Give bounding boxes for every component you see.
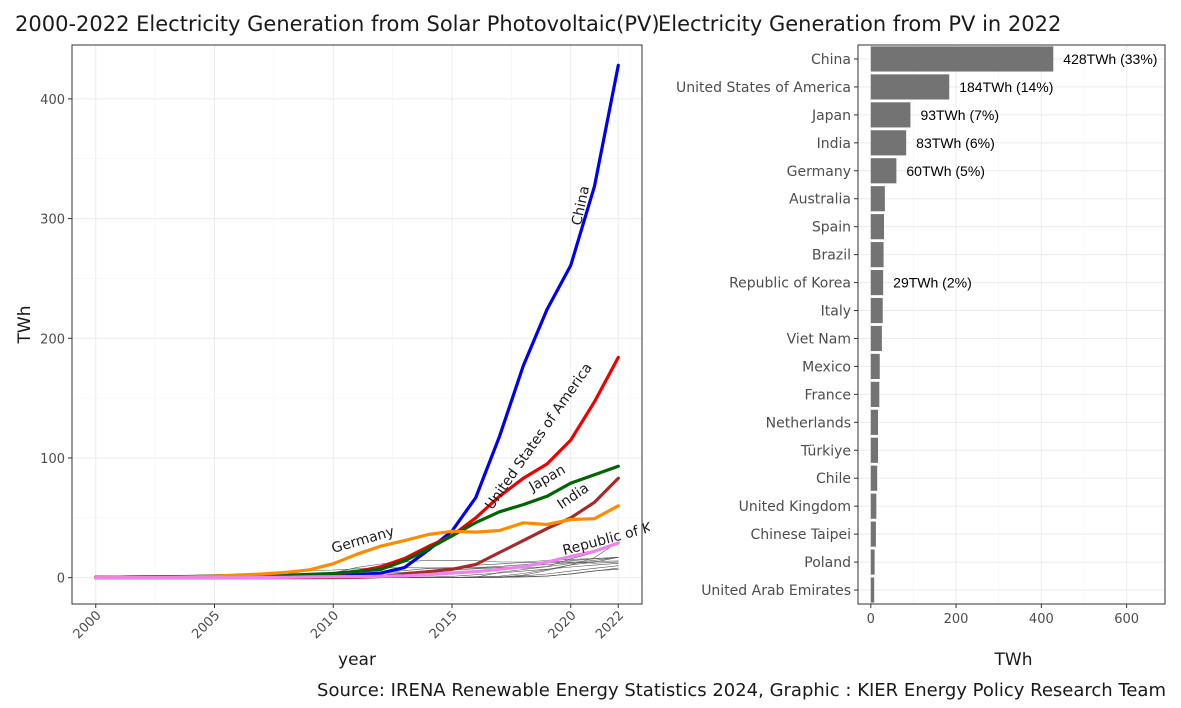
data-label-japan: 93TWh (7%) [920, 107, 999, 123]
y-tick-label: 200 [40, 332, 65, 347]
data-label-republic-of-korea: 29TWh (2%) [893, 275, 972, 291]
category-label-united-arab-emirates: United Arab Emirates [701, 583, 851, 599]
x-axis-title: year [338, 650, 376, 670]
category-label-france: France [804, 387, 851, 403]
x-tick-label: 200 [944, 612, 969, 627]
bar-germany [870, 158, 897, 184]
line-chart-title: 2000-2022 Electricity Generation from So… [15, 12, 660, 36]
bar-france [870, 381, 880, 407]
line-plot-panel [72, 45, 642, 604]
category-label-chinese-taipei: Chinese Taipei [751, 527, 851, 543]
bar-plot-panel [858, 45, 1165, 604]
bar-australia [870, 186, 885, 212]
y-tick-label: 100 [40, 452, 65, 467]
data-label-china: 428TWh (33%) [1063, 51, 1157, 67]
bar-viet-nam [870, 325, 882, 352]
category-label-mexico: Mexico [802, 359, 851, 375]
bar-spain [870, 214, 885, 240]
bar-italy [870, 297, 883, 324]
x-tick-label: 0 [867, 612, 875, 627]
bar-t-rkiye [870, 437, 879, 463]
category-label-india: India [817, 136, 851, 152]
bar-united-kingdom [870, 493, 877, 519]
category-label-chile: Chile [816, 471, 851, 487]
category-label-japan: Japan [811, 108, 851, 124]
y-tick-label: 0 [57, 572, 65, 587]
x-tick-label: 400 [1029, 612, 1054, 627]
y-tick-label: 400 [40, 93, 65, 108]
bar-poland [870, 549, 875, 575]
category-label-t-rkiye: Türkiye [800, 443, 851, 459]
category-label-poland: Poland [804, 555, 851, 571]
bar-chile [870, 465, 878, 491]
bar-united-states-of-america [870, 74, 950, 100]
bar-netherlands [870, 409, 879, 435]
line-plot-border [71, 44, 643, 605]
bar-japan [870, 102, 911, 128]
category-label-spain: Spain [812, 220, 851, 236]
source-caption: Source: IRENA Renewable Energy Statistic… [317, 680, 1166, 701]
category-label-china: China [811, 52, 851, 68]
category-label-germany: Germany [787, 164, 851, 180]
bar-chart: 0 200 400 600 China 428TWh (33%) United States… [676, 44, 1166, 670]
bar-india [870, 130, 907, 156]
x-tick-label: 600 [1114, 612, 1139, 627]
bar-china [870, 46, 1054, 72]
bar-x-axis-title: TWh [994, 650, 1033, 670]
category-label-australia: Australia [789, 192, 851, 208]
bar-united-arab-emirates [870, 577, 875, 603]
category-label-republic-of-korea: Republic of Korea [729, 276, 851, 292]
category-label-united-kingdom: United Kingdom [739, 499, 851, 515]
y-tick-label: 300 [40, 213, 65, 228]
category-label-united-states-of-america: United States of America [676, 80, 851, 96]
bar-chart-title: Electricity Generation from PV in 2022 [658, 12, 1062, 36]
data-label-india: 83TWh (6%) [916, 135, 995, 151]
y-axis-title: TWh [15, 306, 35, 345]
bar-brazil [870, 242, 884, 268]
category-label-viet-nam: Viet Nam [787, 331, 851, 347]
data-label-united-states-of-america: 184TWh (14%) [959, 79, 1053, 95]
bar-republic-of-korea [870, 269, 884, 296]
category-label-brazil: Brazil [812, 248, 851, 264]
bar-plot-border [857, 44, 1166, 605]
category-label-netherlands: Netherlands [766, 415, 851, 431]
category-label-italy: Italy [821, 304, 851, 320]
bar-chinese-taipei [870, 521, 876, 547]
bar-mexico [870, 353, 880, 380]
series-line-republic-of-korea [94, 541, 620, 580]
data-label-germany: 60TWh (5%) [906, 163, 985, 179]
